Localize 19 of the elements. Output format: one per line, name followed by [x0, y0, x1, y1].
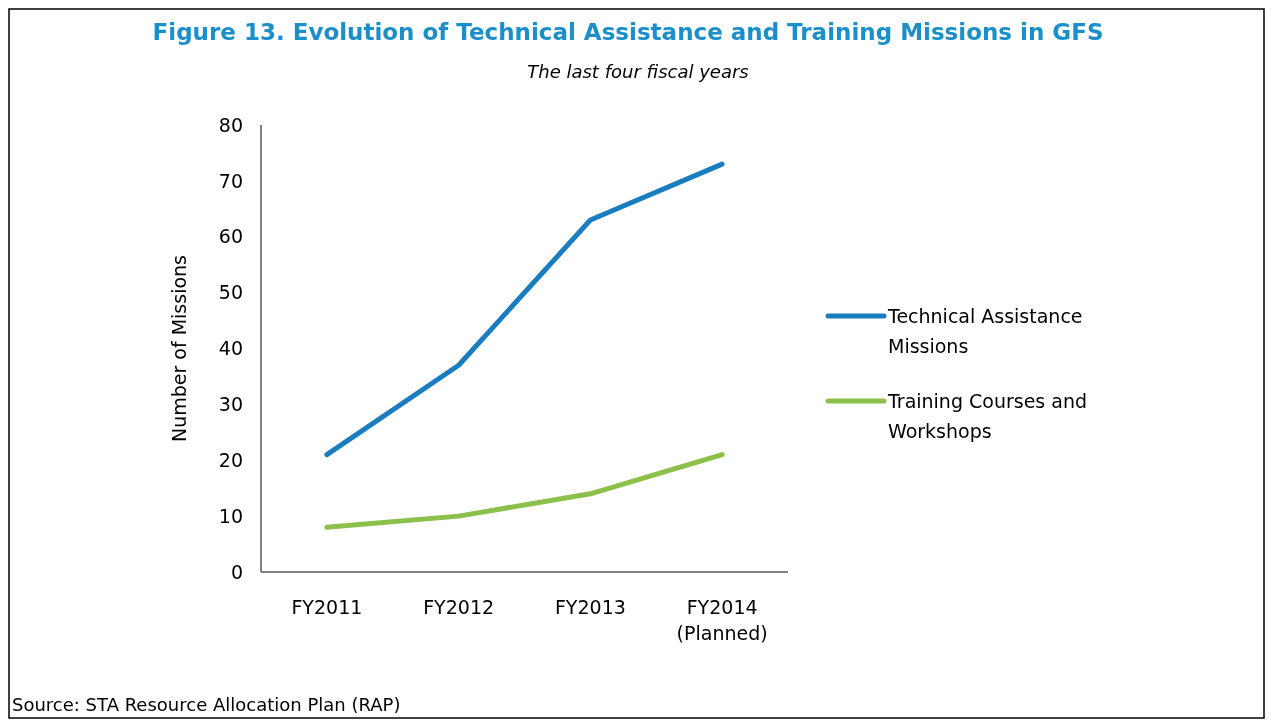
x-tick-label: FY2011 [291, 596, 363, 618]
y-tick-label: 70 [218, 169, 243, 192]
y-tick-label: 10 [218, 504, 243, 527]
y-tick-label: 80 [218, 113, 243, 136]
y-tick-label: 60 [218, 225, 243, 248]
y-tick-label: 50 [218, 281, 243, 304]
y-tick-label: 40 [218, 337, 243, 360]
x-tick-label: FY2013 [554, 596, 626, 618]
y-tick-label: 30 [218, 393, 243, 416]
source-note: Source: STA Resource Allocation Plan (RAP) [12, 694, 401, 715]
x-tick-label: FY2012 [423, 596, 495, 618]
y-tick-label: 0 [230, 560, 243, 583]
chart-subtitle: The last four fiscal years [527, 61, 749, 82]
y-tick-label: 20 [218, 448, 243, 471]
chart-title: Figure 13. Evolution of Technical Assistance and Training Missions in GFS [152, 19, 1104, 45]
legend-label: Training Courses and Workshops [887, 390, 1088, 442]
legend-label: Technical Assistance Missions [887, 305, 1083, 357]
x-tick-label: FY2014 (Planned) [676, 596, 768, 644]
y-axis-title: Number of Missions [168, 254, 190, 443]
